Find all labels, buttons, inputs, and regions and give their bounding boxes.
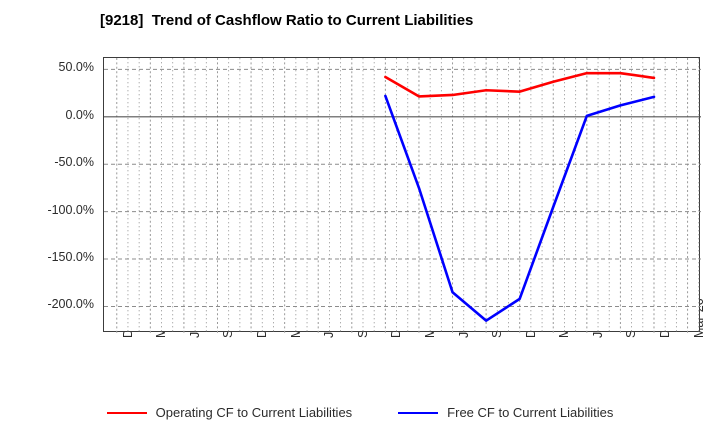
y-tick-label: 50.0% — [58, 60, 94, 75]
chart-legend: Operating CF to Current Liabilities Free … — [0, 405, 720, 420]
y-tick-label: -100.0% — [47, 202, 94, 217]
y-tick-label: -50.0% — [54, 155, 94, 170]
chart-title: [9218] Trend of Cashflow Ratio to Curren… — [100, 12, 474, 29]
series-line-1 — [384, 71, 656, 98]
y-tick-label: -150.0% — [47, 250, 94, 265]
plot-area — [103, 57, 701, 333]
legend-label: Operating CF to Current Liabilities — [155, 405, 353, 420]
legend-color-swatch — [106, 411, 147, 414]
legend-item[interactable]: Free CF to Current Liabilities — [398, 405, 613, 420]
legend-color-swatch — [398, 411, 439, 414]
legend-label: Free CF to Current Liabilities — [447, 405, 614, 420]
y-tick-label: 0.0% — [65, 107, 95, 122]
series-line-2 — [384, 94, 656, 322]
plot-canvas — [104, 58, 701, 333]
legend-item[interactable]: Operating CF to Current Liabilities — [106, 405, 353, 420]
y-tick-label: -200.0% — [47, 297, 94, 312]
